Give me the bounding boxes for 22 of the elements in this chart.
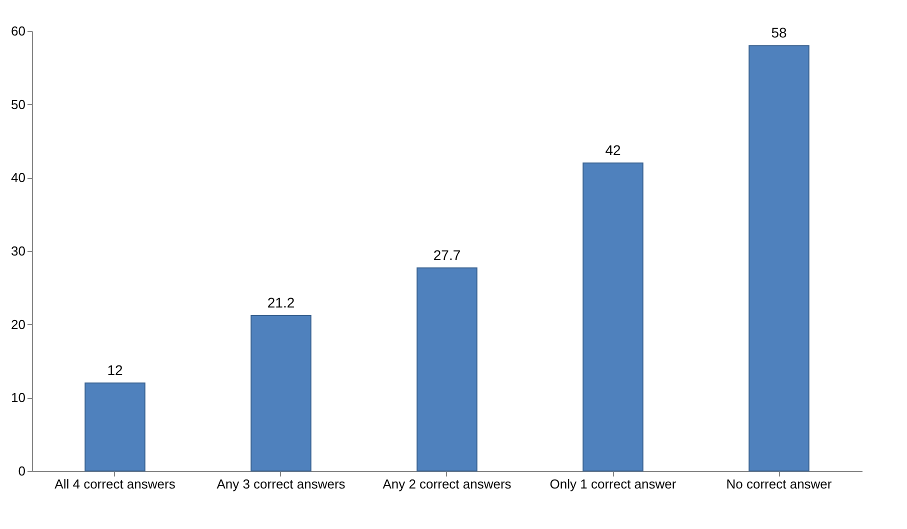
bar: [416, 267, 478, 472]
data-label: 21.2: [267, 294, 295, 311]
bar: [582, 162, 644, 472]
data-label: 58: [771, 24, 787, 41]
y-tick-label: 40: [11, 170, 26, 186]
data-label: 12: [107, 362, 123, 378]
x-tick-label: Only 1 correct answer: [550, 476, 677, 492]
y-tick-label: 50: [11, 96, 26, 112]
x-tick-label: Any 2 correct answers: [382, 476, 512, 492]
x-tick-label: Any 3 correct answers: [216, 476, 346, 492]
bar: [748, 45, 810, 472]
data-label: 27.7: [433, 246, 461, 263]
x-tick-label: No correct answer: [726, 476, 832, 492]
y-tick-label: 20: [11, 316, 26, 332]
bar: [84, 382, 146, 472]
x-tick-label: All 4 correct answers: [54, 476, 176, 492]
y-tick-label: 0: [18, 464, 26, 478]
y-tick-label: 10: [11, 390, 26, 406]
bar: [250, 315, 312, 472]
data-label: 42: [605, 142, 621, 158]
y-tick-label: 30: [11, 244, 26, 258]
y-tick-label: 60: [11, 24, 26, 38]
